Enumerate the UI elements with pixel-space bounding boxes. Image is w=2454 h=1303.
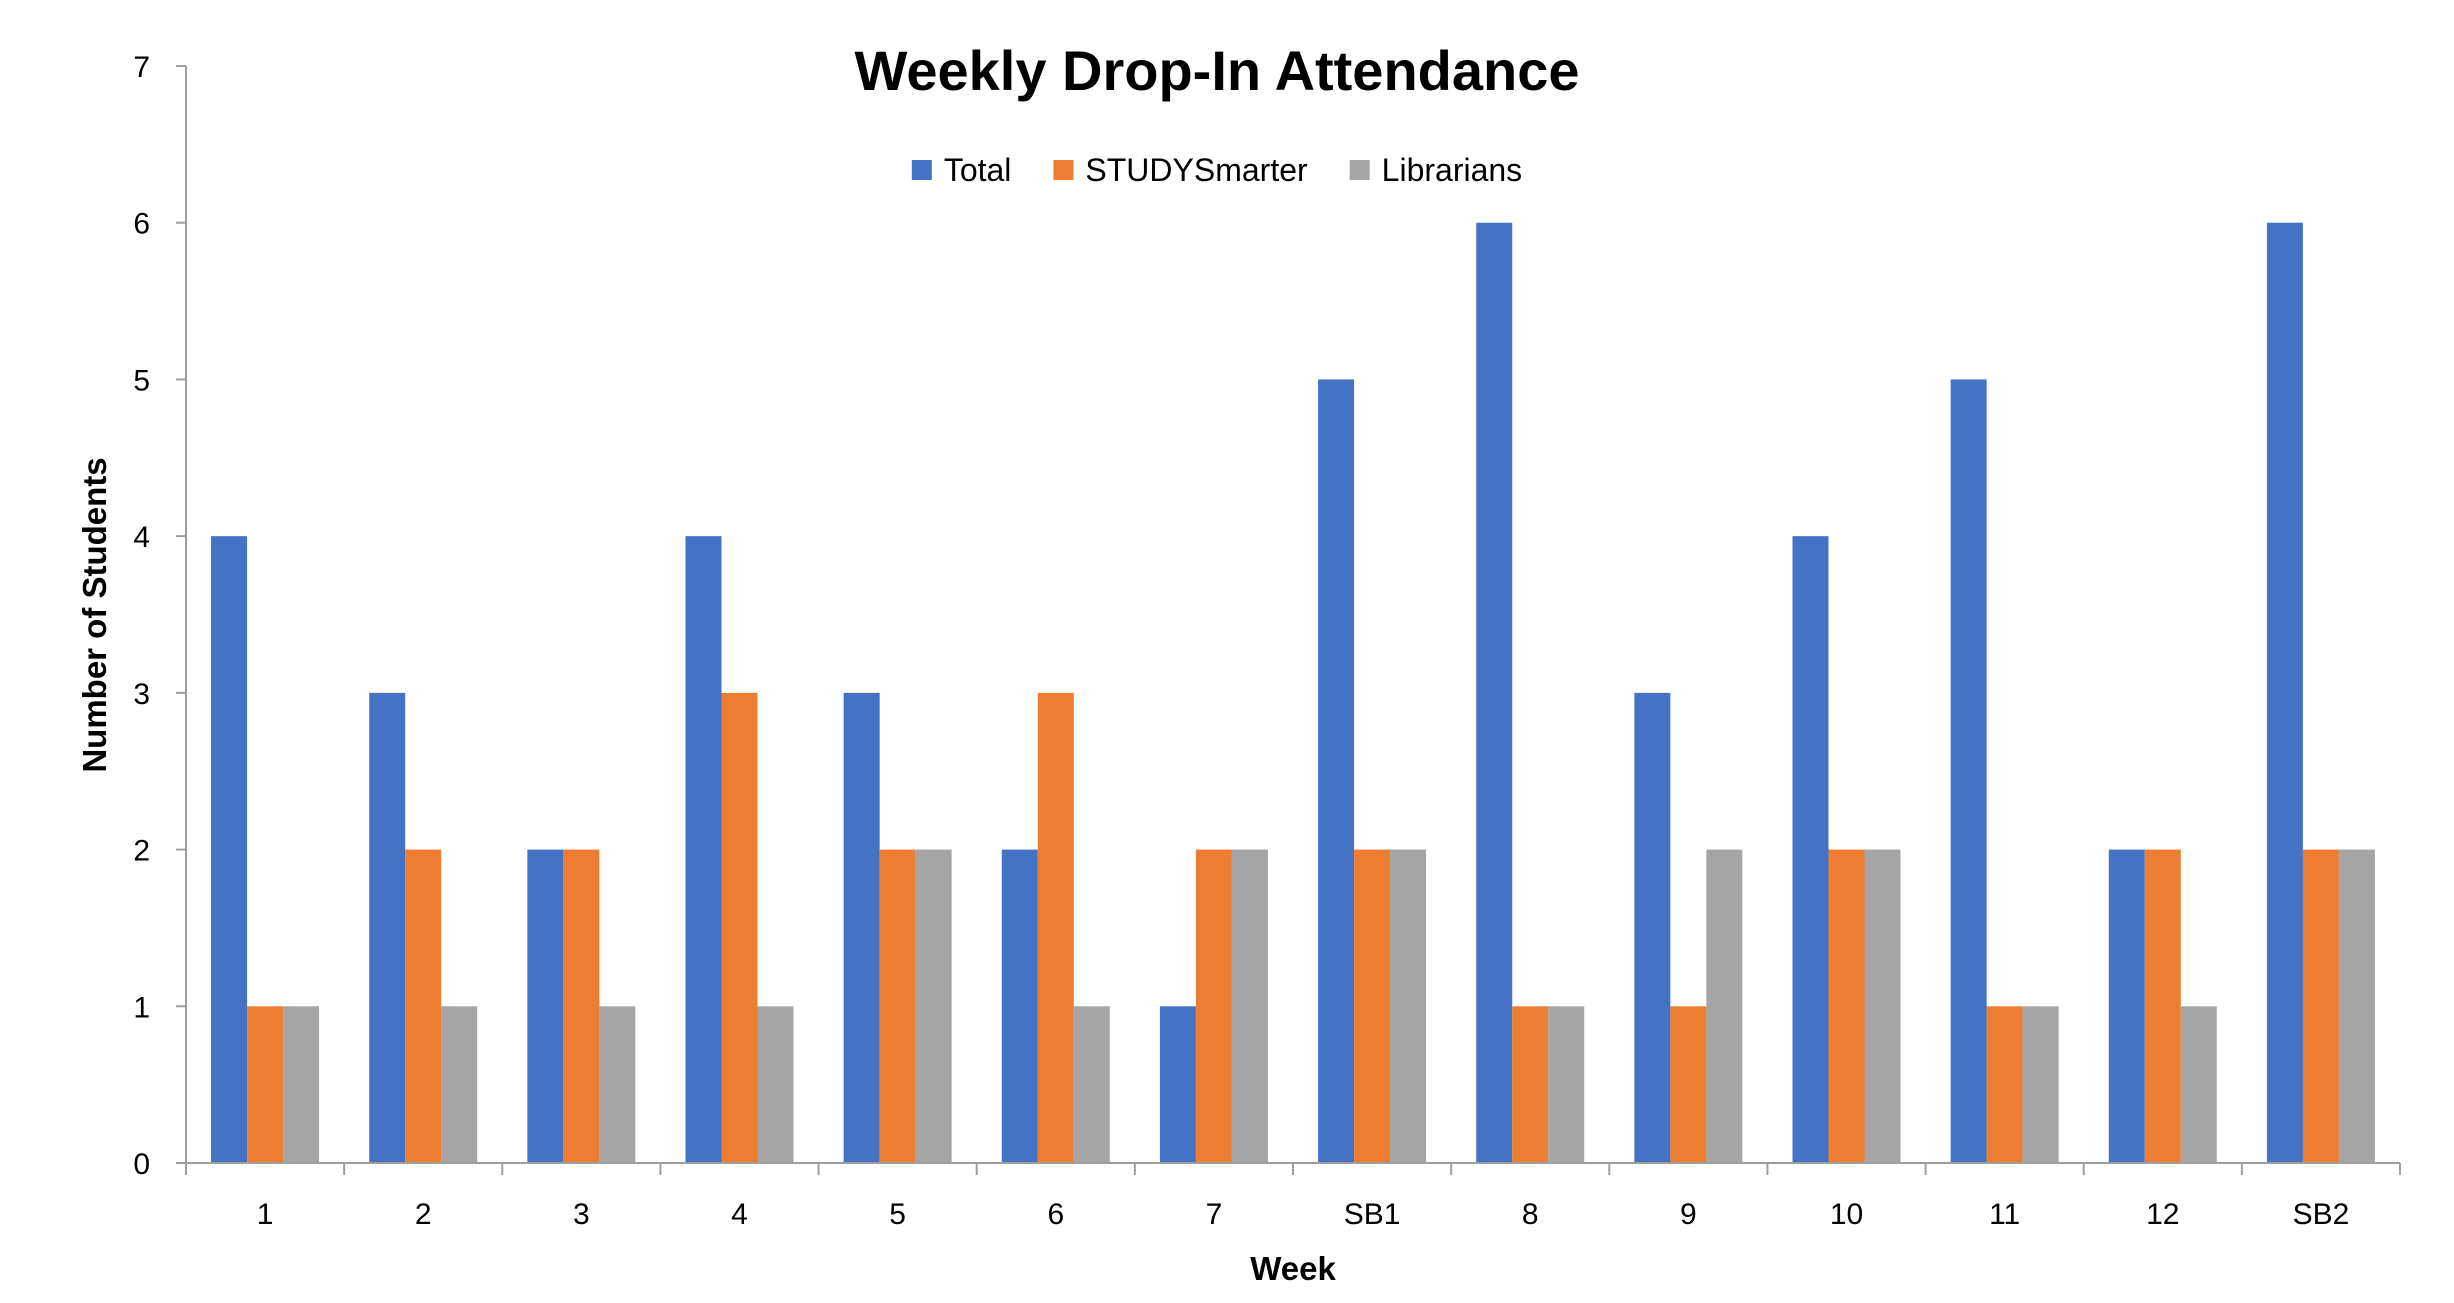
bar-studysmarter (247, 1006, 284, 1163)
y-tick-label: 4 (133, 521, 150, 554)
bar-librarians (2338, 849, 2375, 1163)
x-tick-label: 10 (1830, 1198, 1863, 1231)
y-axis-ticks: 0 1 2 3 4 5 6 7 (133, 51, 186, 1181)
bar-librarians (1390, 849, 1427, 1163)
x-axis-ticks: 1 2 3 4 5 6 7 SB1 8 9 10 11 12 SB2 (185, 1163, 2401, 1231)
bar-total (2108, 849, 2145, 1163)
bar-studysmarter (1512, 1006, 1549, 1163)
bar-librarians (1231, 849, 1268, 1163)
x-tick-label: 5 (889, 1198, 906, 1231)
y-tick-label: 6 (133, 208, 150, 241)
bar-librarians (599, 1006, 636, 1163)
bar-librarians (2180, 1006, 2217, 1163)
bar-total (685, 536, 722, 1163)
bar-total (1159, 1006, 1196, 1163)
bar-total (1001, 849, 1038, 1163)
legend-swatch-total (911, 160, 932, 180)
legend-label: STUDYSmarter (1085, 152, 1308, 188)
bar-librarians (441, 1006, 478, 1163)
x-tick-label: 2 (415, 1198, 432, 1231)
x-tick-label: 8 (1522, 1198, 1539, 1231)
x-tick-label: 7 (1206, 1198, 1223, 1231)
bar-studysmarter (2302, 849, 2339, 1163)
bar-studysmarter (1195, 849, 1232, 1163)
bar-librarians (2022, 1006, 2059, 1163)
y-tick-label: 3 (133, 678, 150, 711)
bar-total (843, 692, 880, 1163)
x-tick-label: 3 (573, 1198, 590, 1231)
x-tick-label: SB2 (2293, 1198, 2350, 1231)
x-tick-label: 1 (257, 1198, 274, 1231)
bar-studysmarter (1354, 849, 1391, 1163)
legend-swatch-studysmarter (1053, 160, 1074, 180)
bar-studysmarter (1828, 849, 1865, 1163)
bar-studysmarter (405, 849, 442, 1163)
bar-total (1634, 692, 1671, 1163)
bar-studysmarter (1670, 1006, 1707, 1163)
y-tick-label: 5 (133, 364, 150, 397)
bar-total (2266, 222, 2303, 1163)
bar-librarians (1548, 1006, 1585, 1163)
bar-total (1950, 379, 1987, 1163)
x-tick-label: 6 (1047, 1198, 1064, 1231)
legend-label: Total (944, 152, 1012, 188)
bar-studysmarter (879, 849, 916, 1163)
x-axis-title: Week (1250, 1250, 1336, 1287)
bars-group (211, 222, 2375, 1163)
bar-studysmarter (1986, 1006, 2023, 1163)
bar-total (1792, 536, 1829, 1163)
x-tick-label: 11 (1989, 1198, 2020, 1231)
x-tick-label: 9 (1680, 1198, 1697, 1231)
bar-studysmarter (721, 692, 758, 1163)
legend: Total STUDYSmarter Librarians (911, 152, 1523, 188)
x-tick-label: 12 (2146, 1198, 2179, 1231)
y-axis-title: Number of Students (76, 457, 113, 772)
bar-librarians (757, 1006, 794, 1163)
x-tick-label: 4 (731, 1198, 748, 1231)
bar-studysmarter (563, 849, 600, 1163)
y-tick-label: 1 (133, 991, 150, 1024)
bar-total (1318, 379, 1355, 1163)
bar-librarians (283, 1006, 320, 1163)
bar-total (527, 849, 564, 1163)
chart-title: Weekly Drop-In Attendance (854, 39, 1579, 102)
bar-librarians (915, 849, 952, 1163)
y-tick-label: 7 (133, 51, 150, 84)
bar-total (369, 692, 406, 1163)
y-tick-label: 0 (133, 1148, 150, 1181)
legend-label: Librarians (1382, 152, 1523, 188)
bar-total (1476, 222, 1513, 1163)
bar-studysmarter (1037, 692, 1074, 1163)
bar-studysmarter (2144, 849, 2181, 1163)
bar-librarians (1073, 1006, 1110, 1163)
y-tick-label: 2 (133, 835, 150, 868)
bar-librarians (1864, 849, 1901, 1163)
bar-librarians (1706, 849, 1743, 1163)
x-tick-label: SB1 (1344, 1198, 1401, 1231)
legend-swatch-librarians (1349, 160, 1370, 180)
bar-total (211, 536, 248, 1163)
